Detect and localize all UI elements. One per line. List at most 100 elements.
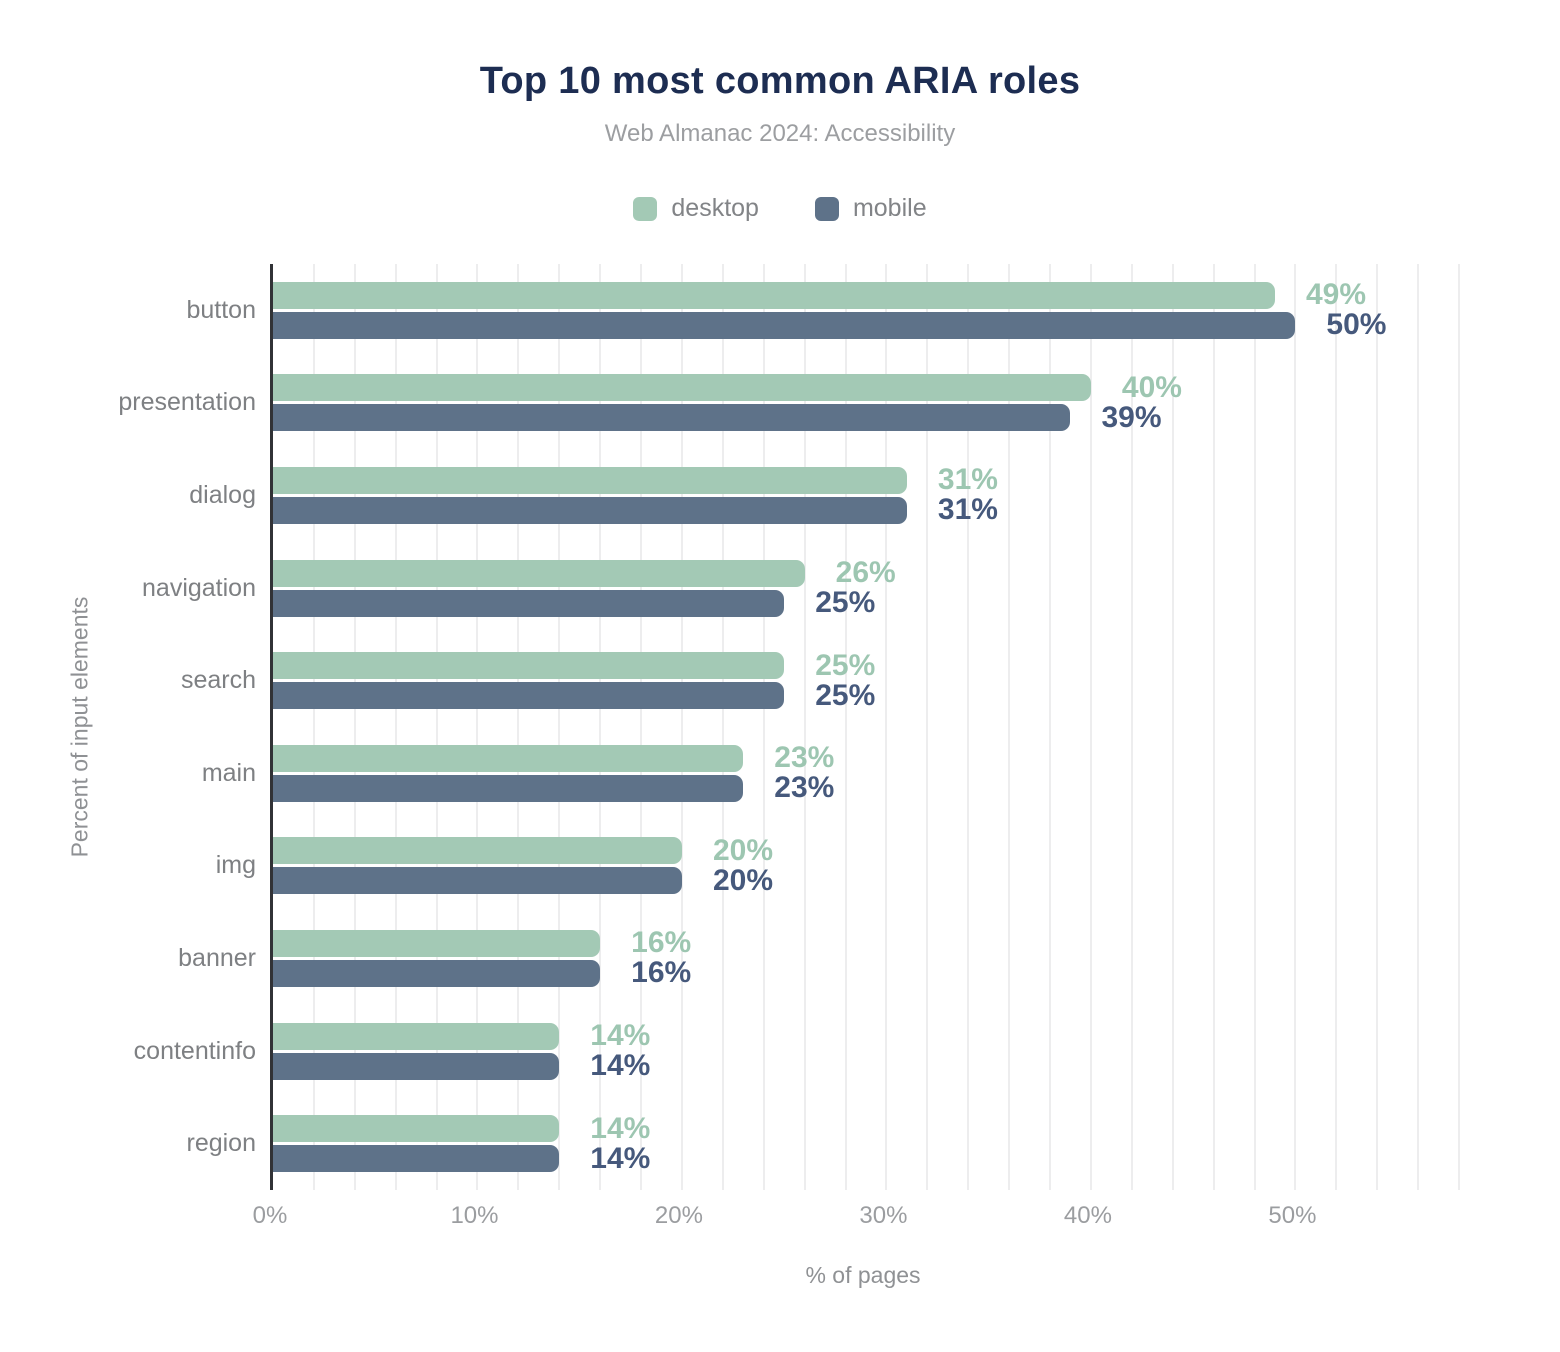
value-label-desktop-search: 25% <box>815 648 876 682</box>
legend-label-desktop: desktop <box>671 194 759 222</box>
gridline <box>1130 264 1133 1190</box>
category-label-button: button <box>186 295 256 324</box>
gridline <box>926 264 929 1190</box>
value-label-desktop-main: 23% <box>774 741 835 775</box>
value-label-mobile-presentation: 39% <box>1101 400 1162 434</box>
chart-row-presentation: presentation 40% 39% <box>118 357 1459 450</box>
x-tick-label-10%: 10% <box>450 1202 499 1229</box>
gridline <box>721 264 724 1190</box>
value-label-desktop-img: 20% <box>712 833 773 867</box>
bar-line-mobile-banner: 16% <box>273 958 1459 988</box>
value-label-mobile-contentinfo: 14% <box>590 1049 651 1083</box>
x-tick-label-30%: 30% <box>859 1202 908 1229</box>
chart-row-img: img 20% 20% <box>216 820 1459 913</box>
value-label-desktop-region: 14% <box>590 1111 651 1145</box>
x-tick-label-50%: 50% <box>1268 1202 1317 1229</box>
bar-mobile-region <box>273 1145 560 1173</box>
gridline <box>640 264 643 1190</box>
value-label-mobile-img: 20% <box>712 863 773 897</box>
bar-desktop-contentinfo <box>273 1022 560 1050</box>
bar-mobile-button <box>273 311 1296 339</box>
bar-group-navigation: 26% 25% <box>273 542 1459 635</box>
value-label-mobile-navigation: 25% <box>815 586 876 620</box>
chart-row-button: button 49% 50% <box>186 264 1459 357</box>
gridline <box>1335 264 1338 1190</box>
value-label-mobile-button: 50% <box>1326 308 1387 342</box>
gridline <box>1089 264 1092 1190</box>
bar-line-mobile-search: 25% <box>273 680 1459 710</box>
y-axis-title: Percent of input elements <box>66 596 93 858</box>
gridline <box>435 264 438 1190</box>
gridline <box>803 264 806 1190</box>
gridline <box>1417 264 1420 1190</box>
bar-desktop-img <box>273 837 682 865</box>
category-label-main: main <box>201 758 256 787</box>
bar-line-desktop-button: 49% <box>273 278 1459 312</box>
category-label-dialog: dialog <box>189 480 256 509</box>
bar-group-search: 25% 25% <box>273 634 1459 727</box>
chart-row-main: main 23% 23% <box>202 727 1459 820</box>
gridline <box>1294 264 1297 1190</box>
gridline <box>680 264 683 1190</box>
gridline <box>762 264 765 1190</box>
bar-line-desktop-presentation: 40% <box>273 370 1459 404</box>
page-subtitle: Web Almanac 2024: Accessibility <box>604 120 956 147</box>
category-label-search: search <box>180 666 256 695</box>
x-tick-label-40%: 40% <box>1063 1202 1112 1229</box>
x-tick-label-20%: 20% <box>654 1202 703 1229</box>
gridline <box>1171 264 1174 1190</box>
bar-mobile-navigation <box>273 589 785 617</box>
gridline <box>517 264 520 1190</box>
bar-group-presentation: 40% 39% <box>273 357 1459 450</box>
page-title: Top 10 most common ARIA roles <box>479 60 1081 102</box>
legend-item-desktop: desktop <box>633 194 759 223</box>
value-label-mobile-dialog: 31% <box>937 493 998 527</box>
bar-group-button: 49% 50% <box>273 264 1459 357</box>
gridline <box>1008 264 1011 1190</box>
bar-group-banner: 16% 16% <box>273 912 1459 1005</box>
bar-line-mobile-presentation: 39% <box>273 400 1459 434</box>
gridline <box>1253 264 1256 1190</box>
bar-line-mobile-region: 14% <box>273 1141 1459 1175</box>
bar-line-desktop-banner: 16% <box>273 928 1459 958</box>
bar-mobile-search <box>273 682 785 710</box>
value-label-desktop-dialog: 31% <box>937 463 998 497</box>
gridline <box>1049 264 1052 1190</box>
bar-line-mobile-img: 20% <box>273 863 1459 897</box>
chart-row-region: region 14% 14% <box>187 1097 1459 1190</box>
gridline <box>394 264 397 1190</box>
bar-line-desktop-navigation: 26% <box>273 558 1459 588</box>
chart-row-search: search 25% 25% <box>181 634 1459 727</box>
gridline <box>967 264 970 1190</box>
chart-row-navigation: navigation 26% 25% <box>142 542 1459 635</box>
value-label-desktop-contentinfo: 14% <box>590 1019 651 1053</box>
value-label-mobile-main: 23% <box>774 771 835 805</box>
bar-line-desktop-dialog: 31% <box>273 463 1459 497</box>
category-label-contentinfo: contentinfo <box>133 1036 256 1065</box>
category-label-region: region <box>186 1129 257 1158</box>
plot-area: button 49% 50% presentation 40% 39% dialog 31% 3… <box>118 264 1460 1190</box>
bar-desktop-region <box>273 1115 560 1143</box>
category-label-presentation: presentation <box>118 388 256 417</box>
bar-line-desktop-main: 23% <box>273 741 1459 775</box>
bar-group-main: 23% 23% <box>273 727 1459 820</box>
value-label-desktop-presentation: 40% <box>1121 370 1182 404</box>
category-label-img: img <box>215 851 256 880</box>
bar-mobile-img <box>273 867 682 895</box>
bar-desktop-search <box>273 652 785 680</box>
gridline <box>353 264 356 1190</box>
bar-group-contentinfo: 14% 14% <box>273 1005 1459 1098</box>
x-axis-title: % of pages <box>805 1262 921 1288</box>
chart-row-contentinfo: contentinfo 14% 14% <box>134 1005 1459 1098</box>
bar-mobile-banner <box>273 959 601 987</box>
bar-group-region: 14% 14% <box>273 1097 1459 1190</box>
gridline <box>312 264 315 1190</box>
value-label-mobile-region: 14% <box>590 1141 651 1175</box>
legend: desktop mobile <box>0 194 1560 223</box>
bar-desktop-navigation <box>273 559 805 587</box>
value-label-desktop-button: 49% <box>1305 278 1366 312</box>
gridline <box>1458 264 1460 1190</box>
bar-line-mobile-dialog: 31% <box>273 493 1459 527</box>
bar-mobile-dialog <box>273 496 907 524</box>
